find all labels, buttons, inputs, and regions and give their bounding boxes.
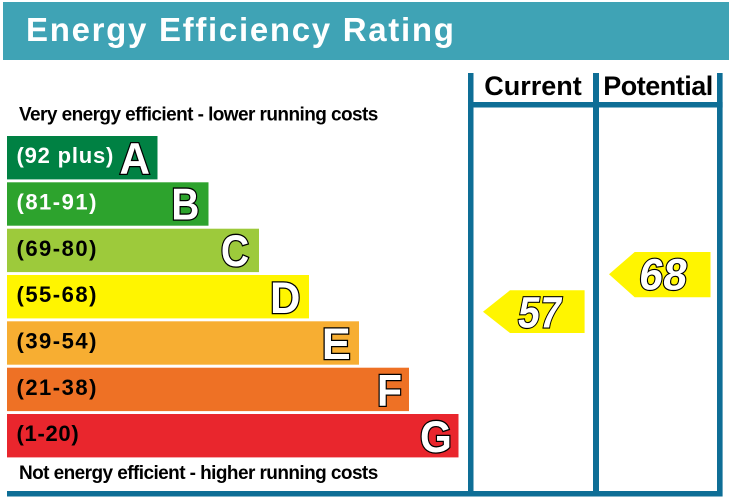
svg-text:68: 68 xyxy=(636,251,690,299)
svg-text:Not energy efficient - higher: Not energy efficient - higher running co… xyxy=(19,463,378,484)
svg-text:57: 57 xyxy=(515,287,565,337)
svg-text:(81-91): (81-91) xyxy=(17,190,98,215)
svg-text:E: E xyxy=(322,319,351,369)
svg-text:(39-54): (39-54) xyxy=(17,329,98,354)
svg-text:B: B xyxy=(171,179,199,229)
svg-text:Potential: Potential xyxy=(603,71,713,101)
svg-text:A: A xyxy=(119,135,150,184)
svg-text:(1-20): (1-20) xyxy=(17,421,80,446)
svg-text:(92 plus): (92 plus) xyxy=(17,143,115,168)
svg-text:Energy Efficiency Rating: Energy Efficiency Rating xyxy=(26,11,456,48)
svg-text:D: D xyxy=(270,274,300,323)
svg-text:Current: Current xyxy=(484,71,582,101)
svg-text:(21-38): (21-38) xyxy=(17,375,98,400)
svg-text:C: C xyxy=(221,226,249,276)
svg-text:(55-68): (55-68) xyxy=(17,282,98,307)
svg-text:F: F xyxy=(377,366,402,416)
svg-text:G: G xyxy=(420,413,452,463)
svg-text:Very energy efficient - lower: Very energy efficient - lower running co… xyxy=(19,105,378,126)
svg-text:(69-80): (69-80) xyxy=(17,236,98,261)
